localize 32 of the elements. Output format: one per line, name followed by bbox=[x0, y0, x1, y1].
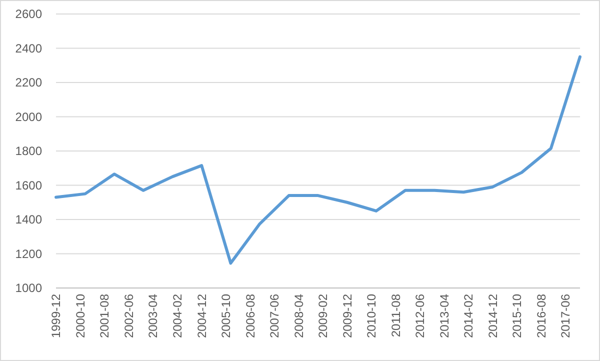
x-tick-label: 2001-08 bbox=[98, 294, 112, 338]
x-tick-label: 2014-12 bbox=[486, 294, 500, 338]
y-tick-label: 1200 bbox=[15, 246, 42, 261]
y-tick-label: 2400 bbox=[15, 41, 42, 56]
y-tick-label: 2000 bbox=[15, 110, 42, 124]
y-tick-label: 1800 bbox=[15, 144, 42, 158]
y-tick-label: 1400 bbox=[15, 212, 42, 227]
x-tick-label: 2017-06 bbox=[558, 294, 573, 338]
x-tick-label: 2002-06 bbox=[122, 294, 136, 338]
x-tick-label: 2007-06 bbox=[267, 294, 282, 338]
x-tick-label: 2004-02 bbox=[170, 294, 185, 338]
line-series bbox=[54, 55, 582, 265]
x-tick-label: 1999-12 bbox=[49, 294, 64, 338]
x-tick-label: 2012-06 bbox=[413, 294, 428, 338]
y-tick-label: 1000 bbox=[15, 281, 42, 296]
x-tick-label: 2016-08 bbox=[534, 294, 548, 338]
y-tick-label: 1600 bbox=[15, 178, 42, 192]
x-tick-label: 2003-04 bbox=[146, 294, 160, 338]
y-tick-label: 2200 bbox=[15, 76, 42, 90]
x-tick-label: 2005-10 bbox=[219, 294, 234, 338]
x-tick-label: 2010-10 bbox=[364, 294, 379, 338]
x-tick-label: 2013-04 bbox=[437, 294, 452, 338]
x-tick-label: 2004-12 bbox=[194, 294, 209, 338]
x-tick-label: 2014-02 bbox=[462, 294, 476, 338]
x-tick-label: 2009-12 bbox=[340, 294, 354, 338]
x-tick-label: 2011-08 bbox=[388, 294, 403, 338]
x-tick-label: 2006-08 bbox=[243, 294, 258, 338]
x-tick-label: 2008-04 bbox=[292, 294, 306, 338]
x-tick-label: 2015-10 bbox=[510, 294, 524, 338]
x-tick-label: 2000-10 bbox=[74, 294, 88, 338]
x-tick-label: 2009-02 bbox=[316, 294, 330, 338]
y-tick-label: 2600 bbox=[15, 7, 42, 22]
